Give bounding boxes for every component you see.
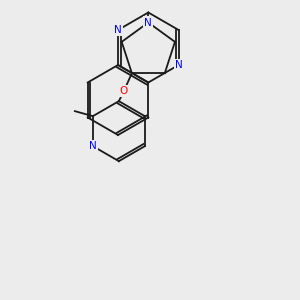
Text: N: N bbox=[175, 60, 182, 70]
Text: O: O bbox=[120, 86, 128, 96]
Text: N: N bbox=[114, 25, 122, 35]
Text: N: N bbox=[144, 17, 152, 28]
Text: N: N bbox=[89, 141, 97, 151]
